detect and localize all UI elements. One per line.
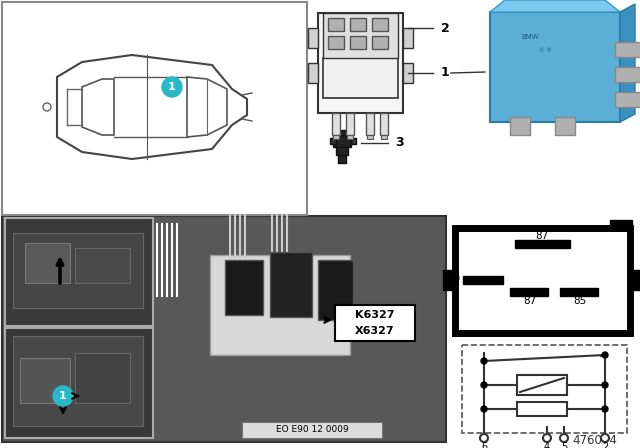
- Bar: [328, 18, 344, 31]
- Bar: [372, 18, 388, 31]
- FancyBboxPatch shape: [490, 12, 620, 122]
- Bar: [338, 130, 346, 135]
- Bar: [242, 422, 382, 438]
- Bar: [13, 233, 143, 308]
- Bar: [350, 18, 366, 31]
- Text: 87: 87: [524, 296, 536, 306]
- Bar: [443, 270, 457, 290]
- Bar: [403, 63, 413, 83]
- Text: BMW: BMW: [521, 34, 539, 40]
- Bar: [338, 155, 346, 163]
- Bar: [20, 358, 70, 403]
- Polygon shape: [620, 4, 635, 122]
- Bar: [75, 248, 130, 283]
- Bar: [5, 328, 153, 438]
- Bar: [225, 260, 263, 315]
- Bar: [335, 305, 415, 341]
- Bar: [510, 288, 548, 296]
- Bar: [350, 36, 366, 49]
- Bar: [323, 13, 398, 58]
- Bar: [308, 28, 318, 48]
- Circle shape: [481, 406, 487, 412]
- Circle shape: [53, 386, 73, 406]
- Bar: [628, 270, 640, 290]
- Bar: [560, 288, 598, 296]
- Text: X6327: X6327: [355, 326, 395, 336]
- Bar: [318, 260, 353, 320]
- Bar: [351, 138, 356, 144]
- Circle shape: [481, 382, 487, 388]
- Bar: [330, 138, 336, 144]
- Bar: [347, 135, 353, 139]
- Polygon shape: [82, 79, 114, 135]
- Bar: [615, 92, 640, 107]
- Bar: [403, 28, 413, 48]
- Bar: [328, 36, 344, 49]
- Bar: [517, 402, 567, 416]
- Text: 476074: 476074: [573, 434, 618, 447]
- Circle shape: [601, 434, 609, 442]
- Text: 2: 2: [602, 442, 608, 448]
- Bar: [367, 135, 373, 139]
- Bar: [270, 252, 312, 317]
- Polygon shape: [490, 0, 620, 12]
- Bar: [332, 113, 340, 135]
- Bar: [25, 243, 70, 283]
- Bar: [380, 113, 388, 135]
- Text: © ®: © ®: [539, 47, 552, 52]
- Bar: [210, 255, 350, 355]
- Text: 2: 2: [441, 22, 450, 34]
- Polygon shape: [187, 77, 227, 137]
- Bar: [463, 276, 503, 284]
- Circle shape: [543, 434, 551, 442]
- Bar: [455, 228, 630, 333]
- Bar: [615, 67, 640, 82]
- Text: 87: 87: [536, 231, 548, 241]
- Text: K6327: K6327: [355, 310, 395, 320]
- Circle shape: [480, 434, 488, 442]
- Bar: [346, 113, 354, 135]
- Bar: [318, 13, 403, 113]
- Circle shape: [602, 382, 608, 388]
- Circle shape: [481, 358, 487, 364]
- Bar: [517, 375, 567, 395]
- Polygon shape: [57, 55, 247, 159]
- Bar: [366, 113, 374, 135]
- Bar: [381, 135, 387, 139]
- Text: 1: 1: [168, 82, 176, 92]
- Bar: [615, 42, 640, 57]
- Text: 4: 4: [544, 442, 550, 448]
- Circle shape: [602, 406, 608, 412]
- Text: 1: 1: [441, 66, 450, 79]
- Bar: [13, 336, 143, 426]
- Text: EO E90 12 0009: EO E90 12 0009: [276, 426, 348, 435]
- Bar: [372, 36, 388, 49]
- Bar: [333, 135, 351, 147]
- Bar: [510, 117, 530, 135]
- Text: 6: 6: [481, 442, 487, 448]
- Bar: [308, 63, 318, 83]
- Text: 1: 1: [59, 391, 67, 401]
- Text: 3: 3: [395, 137, 404, 150]
- Text: 30: 30: [447, 274, 460, 284]
- Circle shape: [602, 352, 608, 358]
- Bar: [2, 2, 307, 215]
- Bar: [336, 147, 348, 155]
- Bar: [515, 240, 570, 248]
- Bar: [462, 345, 627, 433]
- Circle shape: [560, 434, 568, 442]
- Bar: [323, 58, 398, 98]
- Bar: [75, 353, 130, 403]
- Bar: [5, 218, 153, 326]
- Circle shape: [162, 77, 182, 97]
- Bar: [333, 135, 339, 139]
- Text: 5: 5: [561, 442, 567, 448]
- Bar: [555, 117, 575, 135]
- Bar: [610, 220, 632, 230]
- Text: 85: 85: [573, 296, 587, 306]
- Bar: [2, 216, 446, 442]
